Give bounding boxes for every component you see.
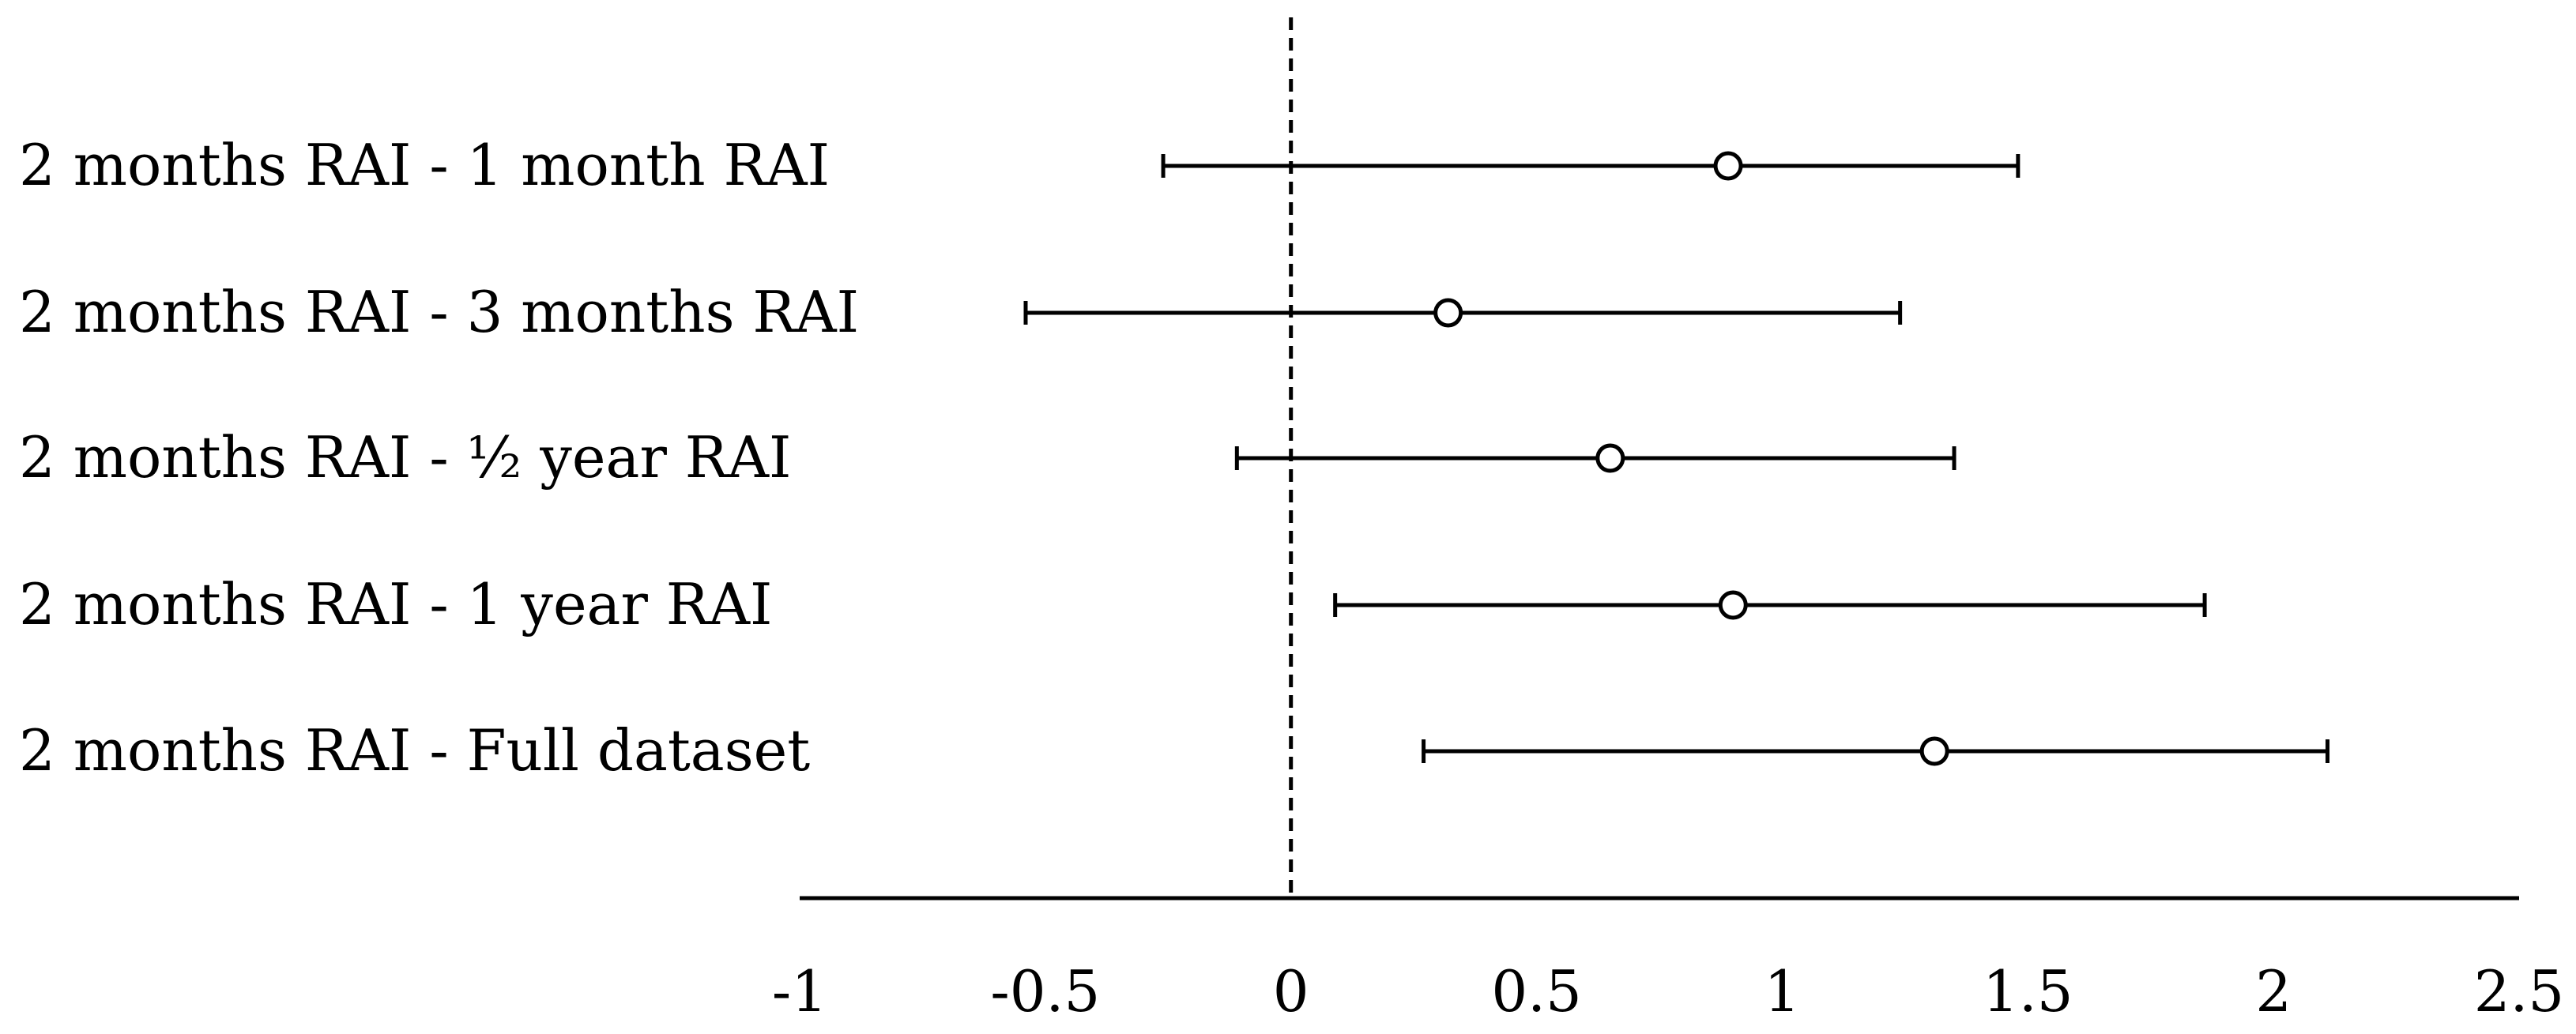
row-label: 2 months RAI - ½ year RAI <box>19 424 791 491</box>
point-estimate-marker <box>1433 298 1463 328</box>
x-tick-label: 0.5 <box>1491 958 1582 1025</box>
point-estimate-marker <box>1595 443 1625 473</box>
point-estimate-marker <box>1919 736 1949 766</box>
x-tick-label: -1 <box>772 958 827 1025</box>
x-tick-label: 1 <box>1764 958 1801 1025</box>
x-tick-label: 0 <box>1273 958 1309 1025</box>
point-estimate-marker <box>1713 151 1743 181</box>
x-tick-label: 2.5 <box>2474 958 2565 1025</box>
row-label: 2 months RAI - 3 months RAI <box>19 279 859 345</box>
row-label: 2 months RAI - 1 month RAI <box>19 132 830 198</box>
x-tick-label: 2 <box>2255 958 2292 1025</box>
point-estimate-marker <box>1718 590 1748 620</box>
x-tick-label: -0.5 <box>990 958 1100 1025</box>
row-label: 2 months RAI - Full dataset <box>19 717 810 784</box>
row-label: 2 months RAI - 1 year RAI <box>19 571 772 637</box>
x-tick-label: 1.5 <box>1983 958 2073 1025</box>
